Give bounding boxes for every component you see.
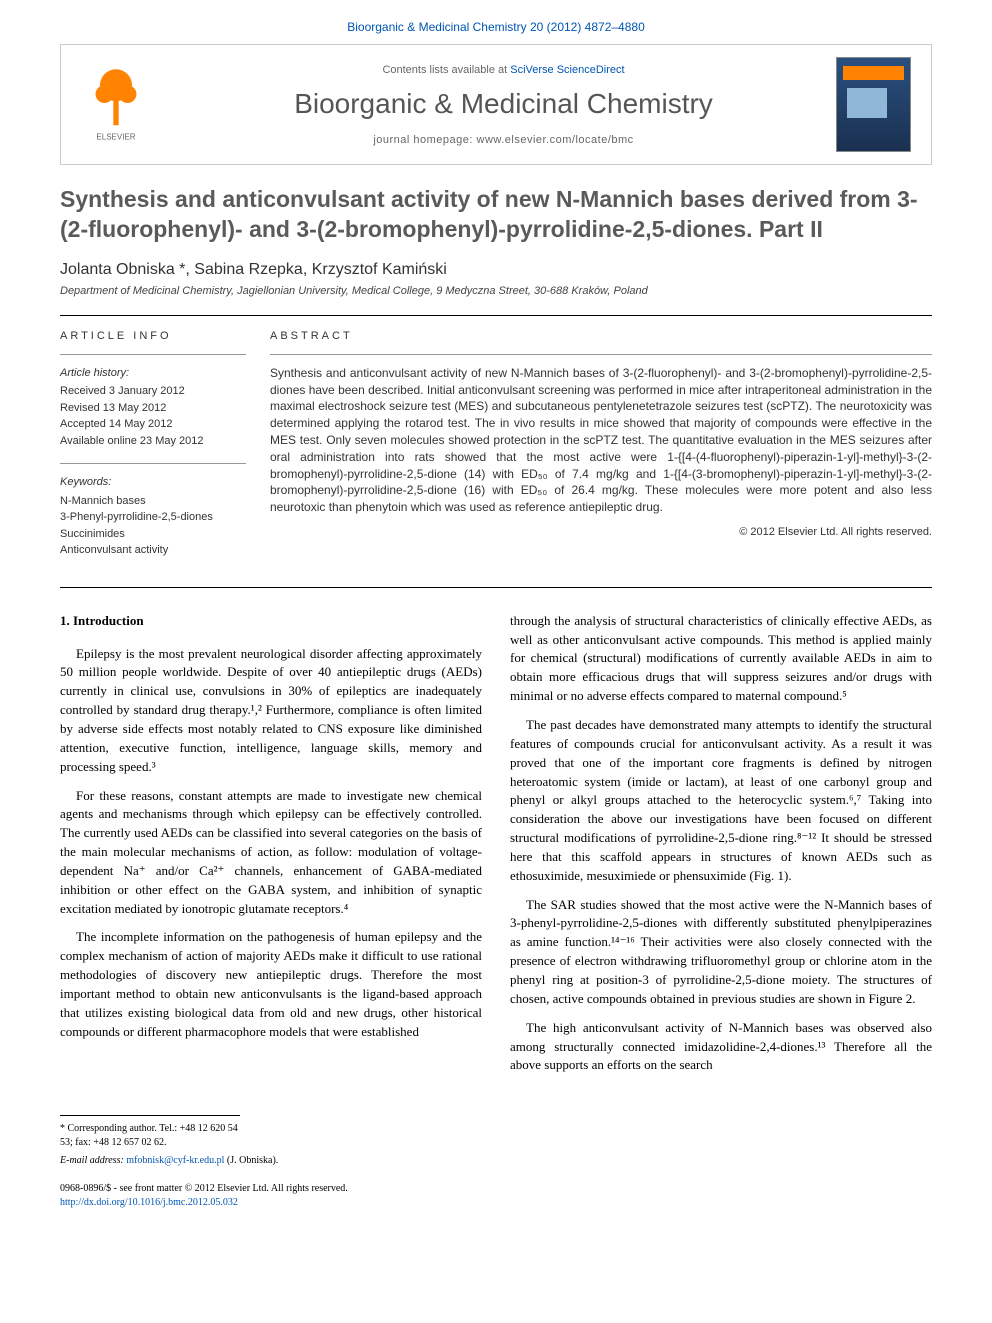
body-paragraph: The SAR studies showed that the most act… (510, 896, 932, 1009)
journal-banner: ELSEVIER Contents lists available at Sci… (60, 44, 932, 165)
issn-line: 0968-0896/$ - see front matter © 2012 El… (60, 1182, 932, 1196)
abstract-text: Synthesis and anticonvulsant activity of… (270, 365, 932, 516)
article-info-column: ARTICLE INFO Article history: Received 3… (60, 330, 270, 573)
history-label: Article history: (60, 365, 246, 382)
doi-link[interactable]: http://dx.doi.org/10.1016/j.bmc.2012.05.… (60, 1196, 932, 1210)
abstract-heading: ABSTRACT (270, 330, 932, 342)
revised-date: Revised 13 May 2012 (60, 400, 246, 417)
article-title: Synthesis and anticonvulsant activity of… (60, 185, 932, 245)
page-footer: * Corresponding author. Tel.: +48 12 620… (60, 1115, 932, 1210)
body-paragraph: For these reasons, constant attempts are… (60, 787, 482, 919)
online-date: Available online 23 May 2012 (60, 433, 246, 450)
divider (60, 587, 932, 588)
keywords-label: Keywords: (60, 474, 246, 491)
received-date: Received 3 January 2012 (60, 383, 246, 400)
journal-name: Bioorganic & Medicinal Chemistry (171, 88, 836, 120)
abstract-copyright: © 2012 Elsevier Ltd. All rights reserved… (270, 526, 932, 538)
homepage-url[interactable]: www.elsevier.com/locate/bmc (477, 134, 634, 146)
keywords-block: Keywords: N-Mannich bases 3-Phenyl-pyrro… (60, 474, 246, 559)
journal-cover-thumbnail[interactable] (836, 57, 911, 152)
keyword: N-Mannich bases (60, 493, 246, 510)
svg-text:ELSEVIER: ELSEVIER (96, 132, 135, 141)
elsevier-logo[interactable]: ELSEVIER (81, 63, 171, 147)
journal-homepage-line: journal homepage: www.elsevier.com/locat… (171, 134, 836, 146)
corresponding-author-note: * Corresponding author. Tel.: +48 12 620… (60, 1115, 240, 1150)
section-heading: 1. Introduction (60, 612, 482, 631)
banner-center: Contents lists available at SciVerse Sci… (171, 64, 836, 146)
contents-available-line: Contents lists available at SciVerse Sci… (171, 64, 836, 76)
body-paragraph: through the analysis of structural chara… (510, 612, 932, 706)
email-line: E-mail address: mfobnisk@cyf-kr.edu.pl (… (60, 1154, 932, 1168)
body-paragraph: Epilepsy is the most prevalent neurologi… (60, 645, 482, 777)
citation-text: Bioorganic & Medicinal Chemistry 20 (201… (347, 20, 645, 34)
divider (270, 354, 932, 355)
left-column: 1. Introduction Epilepsy is the most pre… (60, 612, 482, 1085)
divider (60, 354, 246, 355)
divider (60, 463, 246, 464)
keyword: 3-Phenyl-pyrrolidine-2,5-diones (60, 509, 246, 526)
affiliation-line: Department of Medicinal Chemistry, Jagie… (60, 285, 932, 297)
keyword: Succinimides (60, 526, 246, 543)
body-two-column: 1. Introduction Epilepsy is the most pre… (60, 612, 932, 1085)
body-paragraph: The high anticonvulsant activity of N-Ma… (510, 1019, 932, 1076)
info-abstract-section: ARTICLE INFO Article history: Received 3… (60, 316, 932, 587)
email-link[interactable]: mfobnisk@cyf-kr.edu.pl (126, 1155, 224, 1166)
body-paragraph: The past decades have demonstrated many … (510, 716, 932, 886)
accepted-date: Accepted 14 May 2012 (60, 416, 246, 433)
authors-line: Jolanta Obniska *, Sabina Rzepka, Krzysz… (60, 261, 932, 279)
running-head: Bioorganic & Medicinal Chemistry 20 (201… (0, 0, 992, 44)
right-column: through the analysis of structural chara… (510, 612, 932, 1085)
article-info-heading: ARTICLE INFO (60, 330, 246, 342)
body-paragraph: The incomplete information on the pathog… (60, 928, 482, 1041)
article-history-block: Article history: Received 3 January 2012… (60, 365, 246, 450)
scidirect-link[interactable]: SciVerse ScienceDirect (510, 64, 624, 76)
keyword: Anticonvulsant activity (60, 542, 246, 559)
abstract-column: ABSTRACT Synthesis and anticonvulsant ac… (270, 330, 932, 573)
